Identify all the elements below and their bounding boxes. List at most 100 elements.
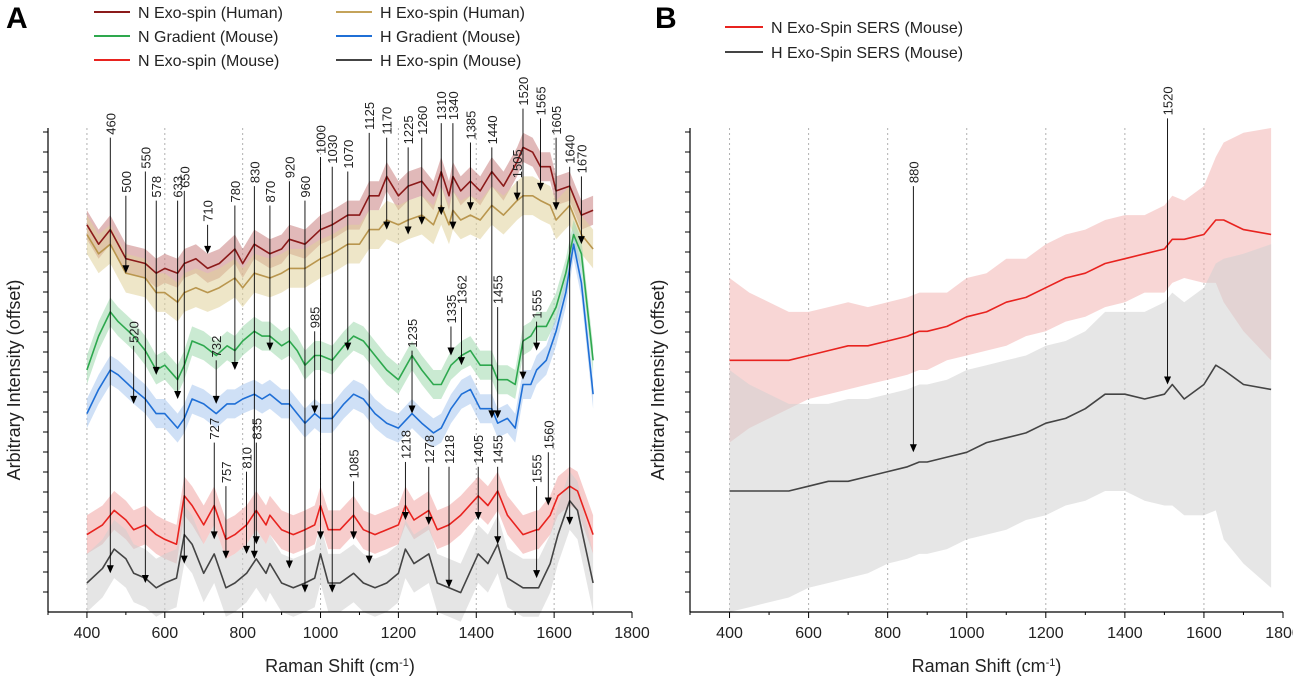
series-band (86, 132, 594, 288)
annotation-label: 1218 (398, 430, 413, 459)
annotation-arrowhead (204, 245, 212, 254)
annotation-arrowhead (566, 516, 574, 525)
peak-annotation: 732 (209, 336, 224, 404)
peak-annotation: 1455 (491, 435, 506, 545)
annotation-arrowhead (141, 574, 149, 583)
annotation-label: 550 (138, 147, 153, 169)
x-axis-title-main: Raman Shift (cm (265, 656, 399, 676)
legend-item: N Exo-spin (Human) (94, 5, 283, 22)
x-axis-title: Raman Shift (cm-1) (912, 656, 1062, 676)
peak-annotation: 1555 (530, 290, 545, 351)
series-band (86, 229, 594, 448)
annotation-arrowhead (252, 536, 260, 545)
annotation-label: 1605 (549, 106, 564, 135)
annotation-arrowhead (401, 512, 409, 521)
annotation-arrowhead (1164, 376, 1172, 385)
legend-label: H Exo-spin (Human) (380, 5, 525, 22)
peak-annotation: 780 (228, 181, 243, 370)
legend-label: H Exo-Spin SERS (Mouse) (771, 45, 963, 62)
peak-annotation: 460 (103, 113, 118, 574)
annotation-label: 1455 (491, 435, 506, 464)
x-axis-title-end: ) (1055, 656, 1061, 676)
annotation-arrowhead (266, 342, 274, 351)
annotation-label: 1520 (1161, 86, 1176, 115)
annotation-arrowhead (437, 207, 445, 216)
peak-annotation: 1340 (446, 91, 461, 230)
peak-annotation: 1405 (471, 435, 486, 521)
peak-annotation: 960 (298, 176, 313, 593)
annotation-label: 920 (282, 157, 297, 179)
annotation-arrowhead (210, 531, 218, 540)
annotation-arrowhead (285, 560, 293, 569)
peak-annotation: 1070 (341, 140, 356, 351)
peak-annotation: 1000 (314, 125, 329, 540)
annotation-arrowhead (488, 410, 496, 419)
x-tick-label: 400 (716, 625, 743, 642)
peak-annotation: 1565 (534, 86, 549, 191)
x-tick-label: 600 (795, 625, 822, 642)
peak-annotation: 870 (263, 181, 278, 351)
peak-annotation: 1260 (415, 106, 430, 225)
annotation-label: 732 (209, 336, 224, 358)
peak-annotation: 1278 (422, 435, 437, 525)
annotation-label: 1235 (405, 319, 420, 348)
legend-item: H Gradient (Mouse) (336, 29, 521, 46)
legend-item: N Exo-spin (Mouse) (94, 53, 279, 70)
series-line (86, 233, 594, 386)
annotation-arrowhead (445, 579, 453, 588)
annotation-label: 1362 (454, 275, 469, 304)
annotation-arrowhead (425, 516, 433, 525)
peak-annotation: 1555 (530, 454, 545, 579)
peak-annotation: 1440 (485, 115, 500, 419)
annotation-label: 810 (240, 447, 255, 469)
annotation-arrowhead (130, 395, 138, 404)
annotation-label: 960 (298, 176, 313, 198)
annotation-label: 757 (219, 461, 234, 483)
x-tick-label: 1000 (949, 625, 985, 642)
annotation-arrowhead (552, 202, 560, 211)
peak-annotation: 1170 (380, 107, 395, 230)
y-axis-title: Arbitrary Intensity (offset) (4, 280, 24, 481)
x-tick-label: 1400 (1107, 625, 1143, 642)
annotation-arrowhead (494, 536, 502, 545)
annotation-label: 1555 (530, 290, 545, 319)
peak-annotation: 1335 (444, 295, 459, 356)
peak-annotation: 1520 (516, 77, 531, 380)
annotation-arrowhead (311, 405, 319, 414)
annotation-arrowhead (533, 342, 541, 351)
annotation-label: 780 (228, 181, 243, 203)
annotation-arrowhead (404, 226, 412, 235)
series-band (86, 466, 594, 564)
annotation-arrowhead (344, 342, 352, 351)
annotation-label: 727 (207, 418, 222, 440)
legend-label: N Exo-Spin SERS (Mouse) (771, 20, 963, 37)
x-axis-title: Raman Shift (cm-1) (265, 656, 415, 676)
peak-annotation: 727 (207, 418, 222, 540)
x-tick-label: 1200 (381, 625, 417, 642)
annotation-arrowhead (513, 192, 521, 201)
x-tick-label: 1600 (1186, 625, 1222, 642)
legend-item: N Exo-Spin SERS (Mouse) (725, 20, 963, 37)
annotation-label: 1000 (314, 125, 329, 154)
series-line (86, 243, 594, 434)
series-line (86, 485, 594, 545)
x-tick-label: 1200 (1028, 625, 1064, 642)
annotation-label: 1030 (325, 135, 340, 164)
annotation-arrowhead (222, 550, 230, 559)
panel-a: A 400 600 800 1000 1200 1400 1600 1800 Raman Shif… (4, 2, 650, 676)
annotation-arrowhead (301, 584, 309, 593)
x-tick-label: 1600 (536, 625, 572, 642)
annotation-label: 830 (247, 161, 262, 183)
peak-annotation: 830 (247, 161, 262, 559)
annotation-arrowhead (180, 555, 188, 564)
annotation-label: 1335 (444, 295, 459, 324)
peak-annotation: 578 (149, 176, 164, 375)
peak-annotation: 1385 (463, 111, 478, 211)
series-band (729, 128, 1272, 443)
annotation-arrowhead (544, 497, 552, 506)
peak-annotation: 633 (171, 176, 186, 400)
annotation-arrowhead (365, 555, 373, 564)
peak-annotation: 1605 (549, 106, 564, 211)
annotation-arrowhead (212, 395, 220, 404)
